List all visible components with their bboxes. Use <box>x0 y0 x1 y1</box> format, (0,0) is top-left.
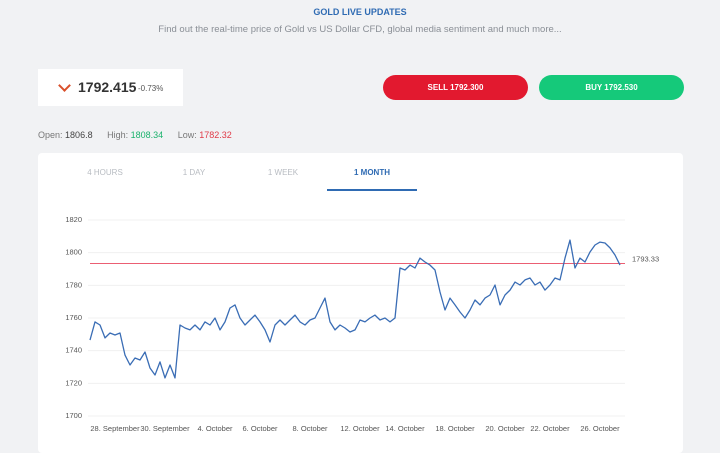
chart-card <box>38 153 683 453</box>
y-tick-label: 1820 <box>65 215 82 224</box>
x-tick-label: 4. October <box>197 424 233 433</box>
stat-value: 1806.8 <box>65 130 93 140</box>
x-tick-label: 28. September <box>90 424 140 433</box>
stat-label: High: <box>107 130 129 140</box>
price: 1792.415 <box>78 79 137 95</box>
price-box: 1792.415 -0.73% <box>38 69 183 106</box>
page-subtitle: Find out the real-time price of Gold vs … <box>158 24 562 35</box>
x-tick-label: 26. October <box>580 424 620 433</box>
tab[interactable]: 1 MONTH <box>354 168 390 177</box>
y-tick-label: 1720 <box>65 378 82 387</box>
page-title: GOLD LIVE UPDATES <box>313 7 407 17</box>
y-tick-label: 1740 <box>65 346 82 355</box>
stat-value: 1808.34 <box>130 130 164 140</box>
x-tick-label: 12. October <box>340 424 380 433</box>
x-tick-label: 22. October <box>530 424 570 433</box>
price-change: -0.73% <box>138 84 164 93</box>
tab[interactable]: 1 WEEK <box>267 168 299 177</box>
tab[interactable]: 4 HOURS <box>87 168 123 177</box>
reference-label: 1793.33 <box>632 255 659 264</box>
x-tick-label: 6. October <box>242 424 278 433</box>
stat-label: Low: <box>177 130 197 140</box>
y-tick-label: 1780 <box>65 280 82 289</box>
x-tick-label: 18. October <box>435 424 475 433</box>
sell-button[interactable]: SELL 1792.300 <box>383 75 528 100</box>
tab-underline <box>327 189 417 191</box>
stat-label: Open: <box>38 130 63 140</box>
stats: Open: 1806.8 High: 1808.34 Low: 1782.32 <box>38 130 244 140</box>
y-tick-label: 1800 <box>65 248 82 257</box>
tab[interactable]: 1 DAY <box>182 168 206 177</box>
x-tick-label: 8. October <box>292 424 328 433</box>
x-tick-label: 20. October <box>485 424 525 433</box>
x-tick-label: 14. October <box>385 424 425 433</box>
buy-button[interactable]: BUY 1792.530 <box>539 75 684 100</box>
x-tick-label: 30. September <box>140 424 190 433</box>
price-line <box>89 239 621 379</box>
stat-value: 1782.32 <box>199 130 232 140</box>
y-tick-label: 1760 <box>65 313 82 322</box>
y-tick-label: 1700 <box>65 411 82 420</box>
